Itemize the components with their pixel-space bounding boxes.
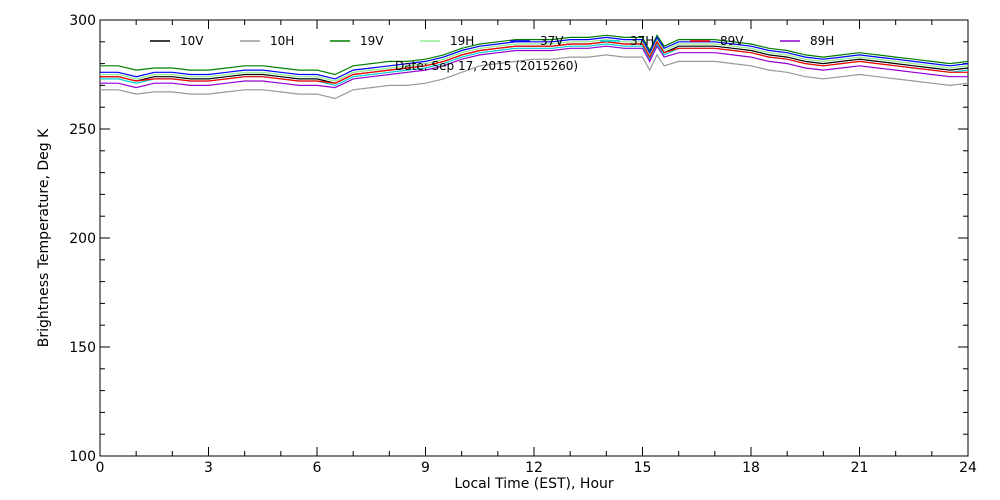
legend-label-89h: 89H	[810, 34, 834, 48]
y-tick-label: 150	[69, 340, 96, 356]
series-line-10h	[100, 53, 969, 100]
series-lines	[100, 34, 969, 100]
y-tick-label: 100	[69, 449, 96, 465]
y-tick-label: 300	[69, 13, 96, 29]
x-tick-label: 15	[634, 460, 652, 476]
legend-label-37h: 37H	[630, 34, 654, 48]
series-line-89h	[100, 44, 968, 89]
legend: 10V 10H 19V 19H 37V 37H 89V 89H	[150, 34, 834, 48]
x-tick-label: 18	[742, 460, 760, 476]
series-line-89v	[100, 40, 968, 84]
y-axis-title: Brightness Temperature, Deg K	[36, 128, 52, 347]
date-annotation: Date: Sep 17, 2015 (2015260)	[395, 59, 578, 73]
x-tick-label: 0	[96, 460, 105, 476]
x-tick-label: 24	[959, 460, 977, 476]
series-line-37v	[100, 36, 969, 80]
series-line-19h	[100, 38, 969, 82]
x-tick-label: 6	[313, 460, 322, 476]
legend-label-10h: 10H	[270, 34, 294, 48]
axis-ticks: 0 3 6 9 12 15 18 21 24 100 150 200 250 300	[69, 13, 977, 476]
plot-frame	[99, 19, 969, 457]
series-line-19v	[100, 34, 969, 76]
x-axis-title: Local Time (EST), Hour	[454, 476, 614, 492]
x-tick-label: 12	[525, 460, 543, 476]
legend-label-10v: 10V	[180, 34, 204, 48]
y-tick-label: 200	[69, 231, 96, 247]
x-tick-label: 3	[204, 460, 213, 476]
legend-label-89v: 89V	[720, 34, 744, 48]
legend-label-19v: 19V	[360, 34, 384, 48]
legend-label-19h: 19H	[450, 34, 474, 48]
x-tick-label: 21	[851, 460, 869, 476]
legend-label-37v: 37V	[540, 34, 564, 48]
x-tick-label: 9	[421, 460, 430, 476]
y-tick-label: 250	[69, 122, 96, 138]
